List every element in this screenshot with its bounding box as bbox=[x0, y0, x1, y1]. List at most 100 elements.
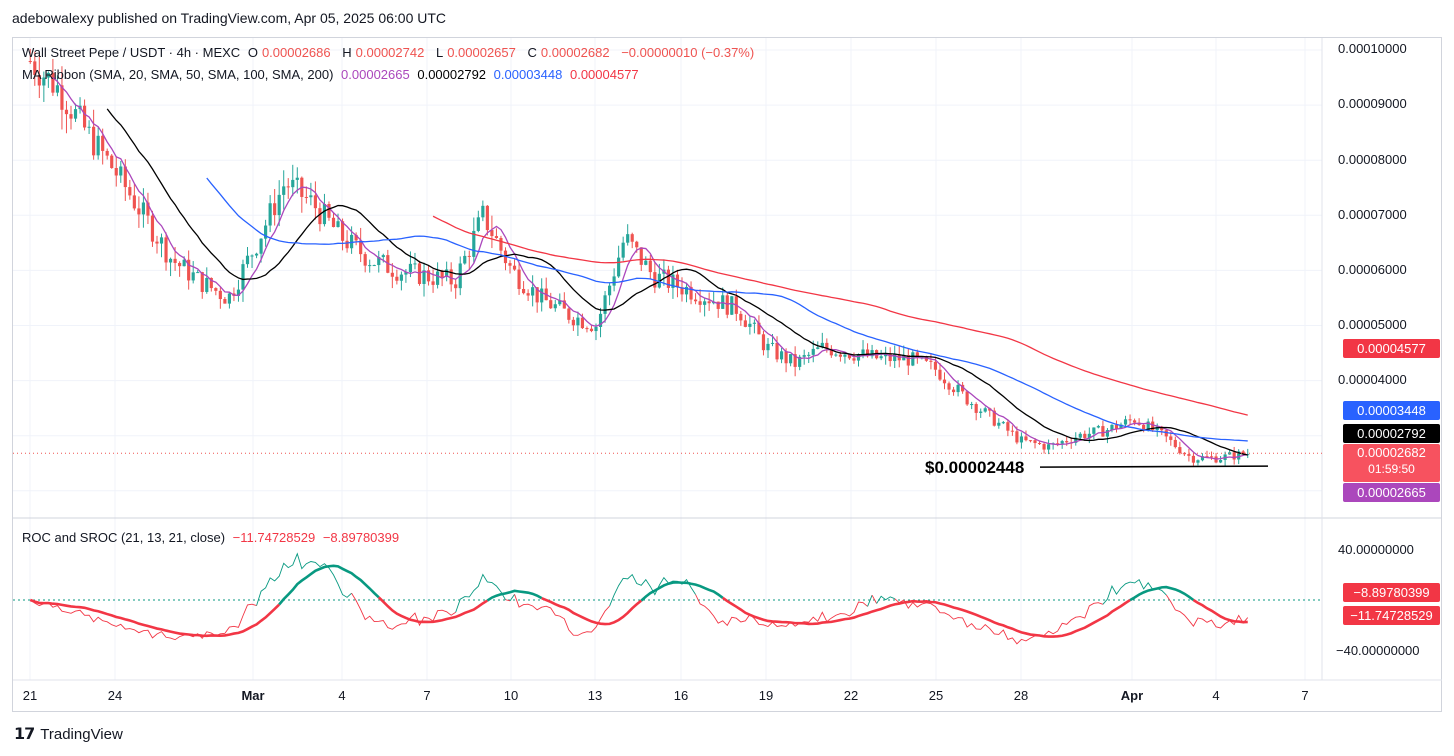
tradingview-brand[interactable]: 𝟭𝟳 TradingView bbox=[14, 724, 123, 744]
candle-body bbox=[580, 317, 585, 329]
price-tick: 0.00005000 bbox=[1338, 317, 1407, 332]
candle-body bbox=[187, 259, 191, 281]
candle-body bbox=[766, 343, 770, 351]
candle-body bbox=[1178, 447, 1182, 454]
candle-body bbox=[829, 348, 833, 356]
candle-body bbox=[571, 319, 575, 326]
candle-body bbox=[793, 354, 797, 367]
candle-body bbox=[992, 410, 996, 426]
candle-body bbox=[449, 269, 453, 285]
candle-body bbox=[508, 263, 512, 266]
candle-body bbox=[1001, 422, 1005, 424]
candle-body bbox=[585, 328, 589, 330]
candle-body bbox=[775, 342, 779, 360]
candle-body bbox=[33, 61, 37, 76]
price-tick: 0.00006000 bbox=[1338, 262, 1407, 277]
candle-body bbox=[535, 287, 539, 303]
candle-body bbox=[621, 242, 625, 258]
candle-body bbox=[273, 203, 277, 216]
sroc-value: −8.89780399 bbox=[322, 530, 400, 545]
candle-body bbox=[961, 384, 965, 392]
roc-line bbox=[871, 594, 878, 604]
sroc-line bbox=[541, 596, 643, 626]
candle-body bbox=[218, 290, 222, 300]
candle-body bbox=[390, 272, 394, 277]
candle-body bbox=[607, 285, 612, 296]
candle-body bbox=[1110, 424, 1114, 431]
symbol-legend[interactable]: Wall Street Pepe / USDT · 4h · MEXC O 0.0… bbox=[22, 45, 758, 60]
candle-body bbox=[1078, 433, 1082, 438]
candle-body bbox=[1105, 430, 1110, 437]
candle-body bbox=[490, 230, 494, 237]
candle-body bbox=[46, 72, 50, 78]
candle-body bbox=[549, 300, 553, 309]
candle-body bbox=[1092, 427, 1096, 434]
candle-body bbox=[245, 255, 250, 265]
candle-body bbox=[1015, 431, 1019, 443]
candle-body bbox=[87, 126, 91, 128]
sma50-value: 0.00002792 bbox=[417, 67, 487, 82]
candle-body bbox=[132, 195, 136, 209]
roc-legend[interactable]: ROC and SROC (21, 13, 21, close) −11.747… bbox=[22, 530, 403, 545]
candle-body bbox=[517, 269, 521, 289]
ma-ribbon-legend[interactable]: MA Ribbon (SMA, 20, SMA, 50, SMA, 100, S… bbox=[22, 67, 643, 82]
candle-body bbox=[128, 187, 132, 196]
candle-body bbox=[73, 109, 78, 119]
candle-body bbox=[933, 361, 938, 370]
candle-body bbox=[589, 328, 594, 332]
time-tick: 22 bbox=[844, 688, 858, 703]
candle-body bbox=[178, 262, 182, 267]
candle-body bbox=[499, 238, 503, 251]
candle-body bbox=[1056, 443, 1060, 445]
candle-body bbox=[915, 352, 919, 358]
roc-value: −11.74728529 bbox=[232, 530, 316, 545]
candle-body bbox=[440, 271, 444, 277]
candle-body bbox=[942, 379, 947, 384]
close-label: C 0.00002682 bbox=[527, 45, 610, 60]
candle-body bbox=[1196, 460, 1200, 463]
time-tick: Mar bbox=[241, 688, 264, 703]
candle-body bbox=[1083, 433, 1087, 439]
price-tick: 0.00009000 bbox=[1338, 96, 1407, 111]
candle-body bbox=[286, 186, 290, 188]
roc-line bbox=[695, 594, 868, 628]
low-label: L 0.00002657 bbox=[435, 45, 516, 60]
candle-body bbox=[1237, 451, 1241, 460]
candle-body bbox=[1160, 426, 1164, 431]
candle-body bbox=[200, 272, 204, 292]
candle-body bbox=[481, 205, 485, 218]
candle-body bbox=[196, 272, 200, 274]
candle-body bbox=[101, 135, 105, 151]
candle-body bbox=[576, 317, 580, 326]
sroc-line bbox=[1129, 585, 1195, 602]
candle-body bbox=[816, 347, 820, 349]
support-label: $0.00002448 bbox=[925, 458, 1025, 477]
candle-body bbox=[1173, 439, 1177, 448]
sma20-value: 0.00002665 bbox=[341, 67, 410, 82]
candle-body bbox=[168, 258, 173, 263]
time-tick: 13 bbox=[588, 688, 602, 703]
candle-body bbox=[164, 237, 168, 263]
candle-body bbox=[304, 196, 308, 198]
candle-body bbox=[368, 265, 372, 267]
candle-body bbox=[214, 288, 218, 291]
candle-body bbox=[445, 269, 449, 277]
high-value: 0.00002742 bbox=[355, 45, 425, 60]
roc-line bbox=[876, 595, 895, 604]
sroc-line bbox=[721, 596, 1131, 638]
open-value: 0.00002686 bbox=[261, 45, 331, 60]
candle-body bbox=[512, 265, 517, 270]
candle-body bbox=[205, 277, 209, 292]
candle-body bbox=[834, 354, 838, 356]
price-tick: 0.00010000 bbox=[1338, 41, 1407, 56]
candle-body bbox=[463, 255, 467, 264]
candle-body bbox=[807, 354, 811, 356]
sroc-line bbox=[377, 596, 489, 624]
candle-body bbox=[1033, 440, 1037, 444]
candle-body bbox=[1218, 459, 1223, 463]
candle-body bbox=[1133, 420, 1137, 423]
candle-body bbox=[155, 241, 159, 244]
candle-body bbox=[1019, 436, 1024, 443]
candle-body bbox=[924, 357, 928, 361]
